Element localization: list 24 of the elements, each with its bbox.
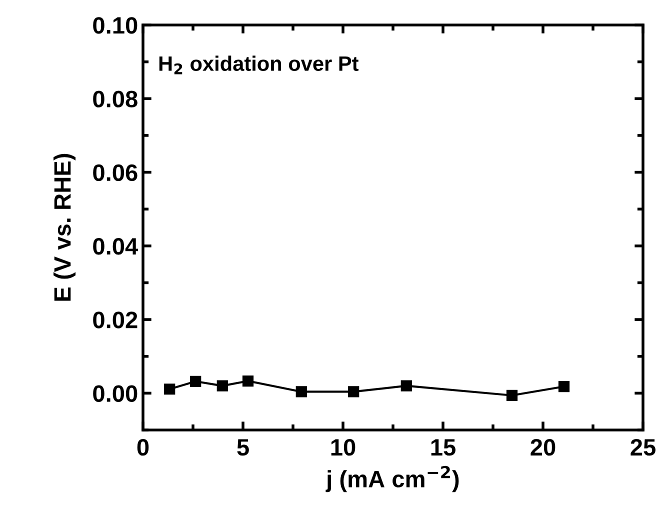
x-axis-title: j (mA cm$^{−2}$) bbox=[326, 466, 459, 492]
y-axis-title: E (V vs. RHE) bbox=[54, 154, 76, 301]
point bbox=[400, 380, 412, 392]
y-tick-label: 0.10 bbox=[93, 17, 138, 34]
point bbox=[348, 386, 360, 398]
y-tick-label: 0.00 bbox=[93, 385, 138, 402]
x-tick-label: 20 bbox=[530, 438, 556, 456]
y-tick-label: 0.06 bbox=[93, 164, 138, 182]
point bbox=[506, 390, 518, 401]
point bbox=[558, 381, 570, 392]
x-tick-label: 0 bbox=[137, 438, 149, 456]
y-tick-label: 0.02 bbox=[93, 312, 138, 328]
annotation: H$_{2}$ oxidation over Pt bbox=[159, 56, 358, 74]
x-tick-label: 5 bbox=[237, 439, 249, 456]
x-tick-label: 15 bbox=[431, 439, 456, 456]
x-tick-label: 25 bbox=[630, 438, 656, 456]
y-tick-label: 0.08 bbox=[93, 90, 138, 108]
x-tick-label: 10 bbox=[331, 438, 356, 456]
point bbox=[164, 384, 176, 395]
point bbox=[190, 376, 202, 387]
point bbox=[216, 380, 228, 392]
point bbox=[242, 375, 254, 387]
y-tick-label: 0.04 bbox=[93, 238, 138, 255]
point bbox=[296, 386, 307, 398]
